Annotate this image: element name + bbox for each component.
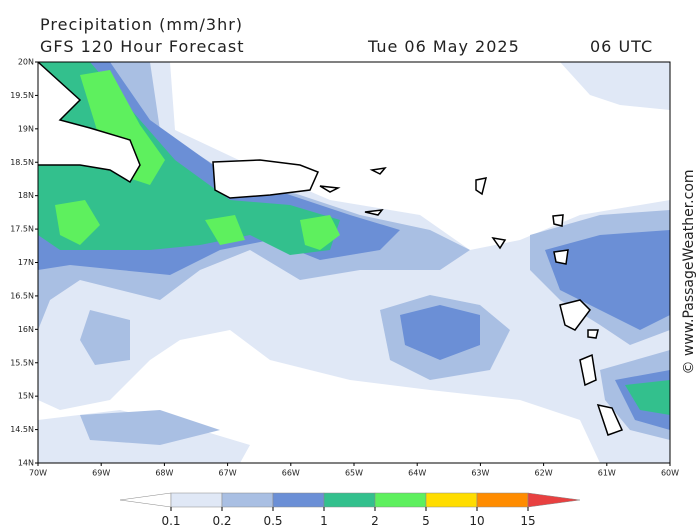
lon-label: 63W (471, 469, 489, 478)
colorbar-low (119, 492, 172, 508)
lon-label: 65W (345, 469, 363, 478)
precip-field (38, 62, 670, 463)
lon-label: 66W (282, 469, 300, 478)
lon-label: 68W (155, 469, 173, 478)
colorbar-high (527, 492, 581, 508)
colorbar-segment (170, 492, 223, 508)
time: 06 UTC (590, 37, 653, 56)
title: Precipitation (mm/3hr) (40, 15, 243, 34)
lon-label: 61W (598, 469, 616, 478)
lat-label: 15N (18, 392, 34, 401)
lat-label: 18N (18, 191, 34, 200)
lat-label: 19N (18, 124, 34, 133)
colorbar-segment (476, 492, 529, 508)
lon-label: 70W (29, 469, 47, 478)
colorbar-label: 15 (520, 514, 535, 525)
lat-label: 15.5N (10, 358, 34, 367)
lat-label: 14N (18, 459, 34, 468)
lon-label: 69W (92, 469, 110, 478)
lat-label: 19.5N (10, 91, 34, 100)
lat-label: 14.5N (10, 425, 34, 434)
coastlines (37, 61, 624, 436)
colorbar-label: 0.1 (161, 514, 180, 525)
lon-label: 62W (535, 469, 553, 478)
lat-label: 17.5N (10, 225, 34, 234)
colorbar-label: 2 (371, 514, 379, 525)
lat-label: 17N (18, 258, 34, 267)
lat-label: 20N (18, 58, 34, 67)
colorbar-segment (425, 492, 478, 508)
lat-label: 18.5N (10, 158, 34, 167)
lat-label: 16.5N (10, 291, 34, 300)
colorbar-segment (272, 492, 325, 508)
model: GFS 120 Hour Forecast (40, 37, 245, 56)
colorbar-label: 10 (469, 514, 484, 525)
colorbar-segment (323, 492, 376, 508)
colorbar-label: 5 (422, 514, 430, 525)
colorbar-segment (221, 492, 274, 508)
lon-label: 64W (408, 469, 426, 478)
date: Tue 06 May 2025 (367, 37, 520, 56)
colorbar-label: 1 (320, 514, 328, 525)
lat-label: 16N (18, 325, 34, 334)
watermark: © www.PassageWeather.com (681, 169, 697, 374)
colorbar-label: 0.2 (212, 514, 231, 525)
colorbar-segment (374, 492, 427, 508)
colorbar-label: 0.5 (263, 514, 282, 525)
lon-label: 60W (661, 469, 679, 478)
lon-label: 67W (219, 469, 237, 478)
